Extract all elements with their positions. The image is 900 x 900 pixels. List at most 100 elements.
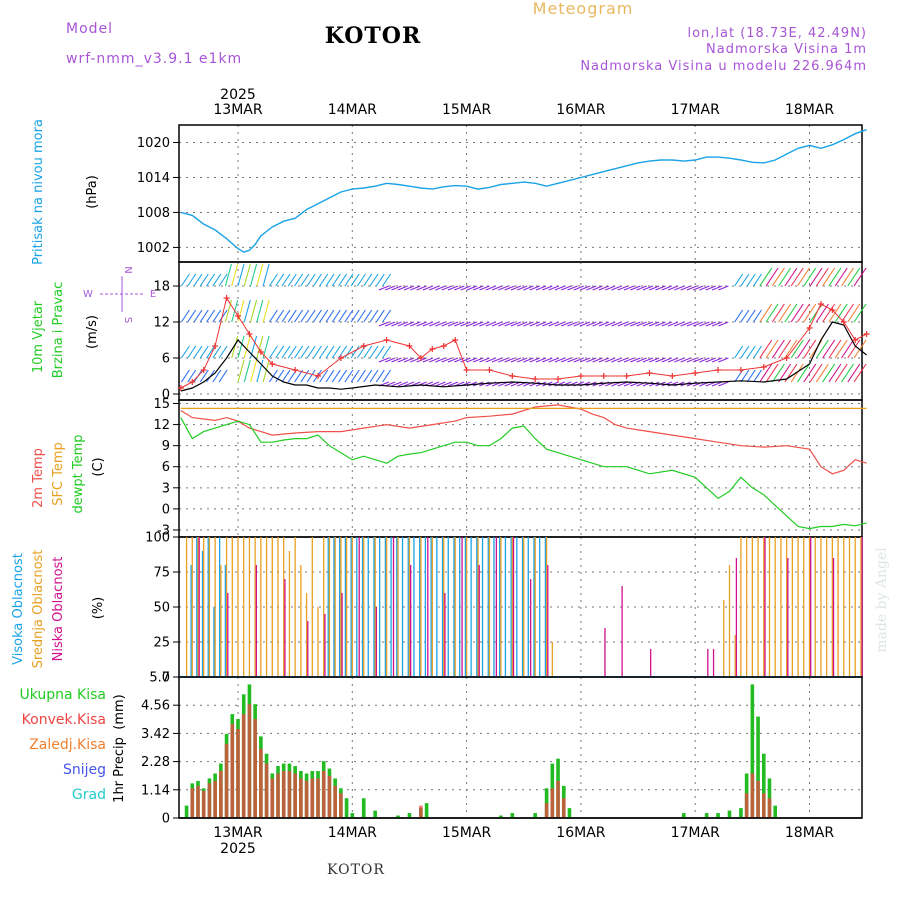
precip-unit-label: (mm)	[112, 694, 127, 729]
wind-barb	[822, 363, 836, 383]
wind-barb	[441, 381, 452, 387]
wind-barb	[422, 321, 434, 327]
total-precip-bar	[704, 813, 709, 818]
wind-barb	[611, 285, 622, 291]
wind-barb	[491, 357, 503, 363]
wind-barb	[586, 357, 597, 363]
cloud-mid-label: Srednja Oblacnost	[31, 550, 46, 669]
wind-barb	[262, 359, 270, 383]
wind-gust-marker	[406, 343, 413, 349]
wind-barb	[797, 267, 810, 287]
wind-barb	[268, 345, 278, 359]
wind-barb	[623, 357, 635, 363]
wind-barb	[312, 273, 322, 287]
wind-barb	[674, 357, 685, 363]
precip-ylabel: 1hr Precip	[112, 737, 127, 803]
wind-barb	[809, 267, 823, 287]
wind-gust-marker	[646, 370, 653, 376]
wind-barb	[554, 285, 566, 291]
wind-barb	[686, 357, 698, 363]
convective-precip-bar	[561, 798, 566, 818]
wind-barb	[523, 285, 534, 291]
top-date-label: 15MAR	[442, 102, 491, 118]
convective-precip-bar	[293, 773, 297, 818]
wind-barb	[498, 357, 509, 363]
wind-barb	[344, 345, 354, 359]
wind-barb	[262, 263, 270, 287]
wind-barb	[319, 345, 329, 359]
y-tick-label: 12	[153, 418, 170, 433]
wind-barbs	[180, 263, 867, 387]
wind-barb	[853, 339, 867, 359]
wind-barb	[391, 285, 402, 291]
convective-precip-bar	[304, 780, 309, 818]
wind-barb	[300, 369, 310, 383]
wind-barb	[604, 357, 616, 363]
legend-convective-rain: Konvek.Kisa	[22, 712, 106, 728]
temp-ylabel-group: 2m Temp SFC Temp dewpt Temp (C)	[31, 434, 106, 513]
wind-barb	[294, 345, 304, 359]
wind-barb	[746, 309, 756, 323]
wind-barb	[262, 335, 270, 359]
wind-barb	[485, 357, 496, 363]
wind-gust-marker	[509, 373, 516, 379]
wind-barb	[375, 309, 385, 323]
wind-barb	[460, 321, 471, 327]
total-precip-bar	[361, 798, 366, 818]
wind-barb	[435, 321, 446, 327]
y-tick-label: 100	[145, 531, 170, 546]
wind-barb	[542, 357, 553, 363]
y-tick-label: 15	[153, 397, 170, 412]
wind-barb	[479, 321, 490, 327]
wind-barb	[598, 321, 610, 327]
y-tick-label: 1014	[137, 171, 170, 186]
wind-barb	[828, 363, 842, 383]
wind-barb	[193, 273, 203, 287]
wind-barb	[410, 285, 421, 291]
total-precip-bar	[396, 815, 400, 818]
wind-barb	[466, 285, 478, 291]
wind-barb	[206, 273, 216, 287]
total-precip-bar	[727, 810, 732, 818]
pressure-panel: 1002 1008 1014 1020	[137, 124, 867, 263]
wind-barb	[218, 369, 228, 383]
wind-barb	[667, 357, 679, 363]
wind-barb	[841, 267, 854, 287]
wind-barb	[416, 321, 427, 327]
wind-barb	[237, 263, 245, 287]
wind-barb	[338, 273, 348, 287]
wind-barb	[378, 321, 390, 327]
wind-barb	[815, 339, 829, 359]
wind-barb	[790, 339, 804, 359]
wind-barb	[382, 345, 392, 359]
wind-barb	[338, 345, 348, 359]
y-tick-label: 5.7	[149, 671, 170, 686]
wind-barb	[447, 321, 459, 327]
wind-barb	[815, 267, 829, 287]
wind-barb	[548, 357, 559, 363]
wind-barb	[674, 285, 685, 291]
wind-barb	[454, 285, 465, 291]
wind-barb	[256, 299, 264, 323]
pressure-ylabel-group: Pritisak na nivou mora (hPa)	[31, 119, 100, 265]
wind-barb	[479, 357, 490, 363]
wind-barb	[661, 357, 672, 363]
convective-precip-bar	[270, 778, 275, 818]
top-date-label: 18MAR	[785, 102, 834, 118]
wind-barb	[256, 359, 264, 383]
wind-barb	[275, 273, 285, 287]
convective-precip-bar	[756, 780, 760, 818]
wind-barb	[212, 345, 222, 359]
wind-barb	[350, 369, 360, 383]
wind-barb	[300, 273, 310, 287]
total-precip-bar	[750, 684, 755, 818]
convective-precip-bar	[281, 771, 286, 818]
y-tick-label: -3	[157, 523, 170, 538]
total-precip-bar	[373, 810, 377, 818]
wind-barb	[356, 369, 366, 383]
wind-barb	[391, 381, 402, 387]
wind-barb	[281, 273, 291, 287]
wind-barb	[331, 273, 341, 287]
wind-barb	[325, 345, 335, 359]
wind-barb	[822, 267, 836, 287]
